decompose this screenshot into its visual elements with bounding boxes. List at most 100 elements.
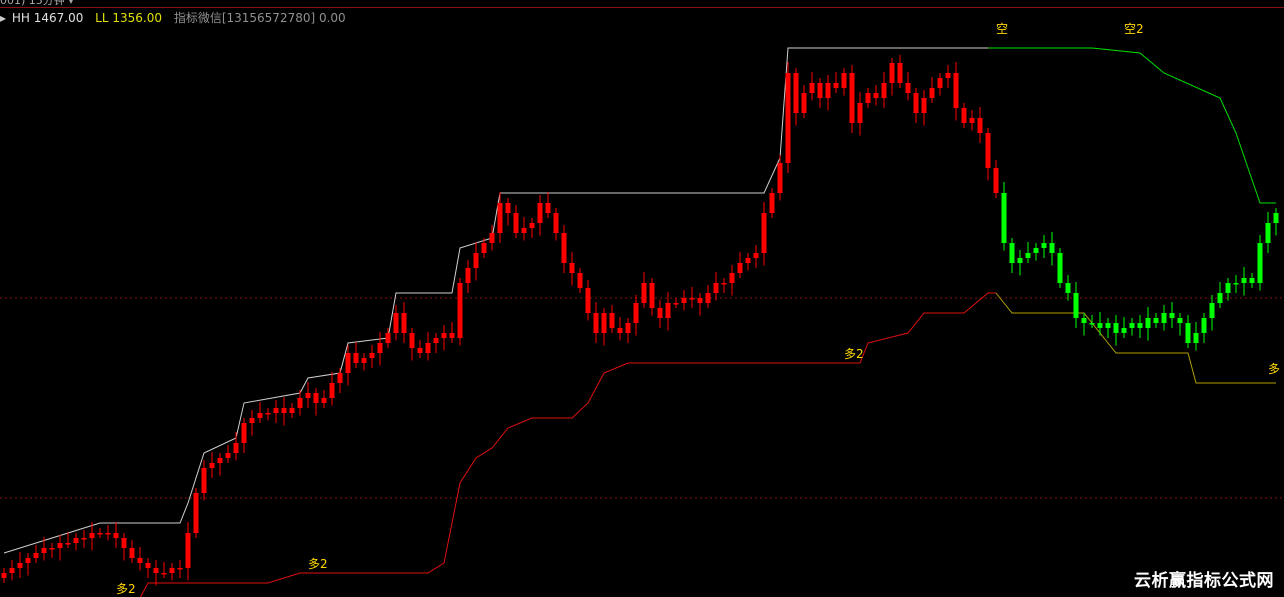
candle-body bbox=[857, 103, 863, 123]
candle-body bbox=[833, 83, 839, 88]
candle-body bbox=[1017, 258, 1023, 263]
candle-body bbox=[281, 408, 287, 413]
candle-body bbox=[161, 573, 167, 575]
candle-body bbox=[1273, 213, 1279, 223]
candle-body bbox=[1049, 243, 1055, 253]
candle-body bbox=[233, 443, 239, 453]
candle-body bbox=[793, 73, 799, 113]
candle-body bbox=[961, 108, 967, 123]
chart-title[interactable]: 001) 15分钟 ▾ bbox=[0, 0, 74, 7]
signal-label: 空 bbox=[996, 22, 1008, 36]
candle-body bbox=[129, 548, 135, 558]
candle-body bbox=[1129, 323, 1135, 328]
legend-hh: HH 1467.00 bbox=[11, 11, 84, 25]
candle-body bbox=[113, 533, 119, 538]
candle-body bbox=[81, 538, 87, 540]
candle-body bbox=[9, 568, 15, 573]
candle-body bbox=[433, 338, 439, 343]
candle-body bbox=[1265, 223, 1271, 243]
candle-body bbox=[993, 168, 999, 193]
candle-body bbox=[1105, 323, 1111, 328]
candle-body bbox=[1249, 278, 1255, 283]
candle-body bbox=[1193, 333, 1199, 343]
candle-body bbox=[73, 538, 79, 543]
candle-body bbox=[657, 308, 663, 318]
candle-body bbox=[441, 333, 447, 338]
candle-body bbox=[769, 193, 775, 213]
candle-body bbox=[689, 298, 695, 300]
signal-label: 多2 bbox=[844, 347, 864, 361]
candle-body bbox=[1081, 318, 1087, 323]
candle-body bbox=[785, 73, 791, 163]
candle-body bbox=[825, 83, 831, 98]
candle-body bbox=[65, 543, 71, 545]
candle-body bbox=[777, 163, 783, 193]
candle-body bbox=[1185, 323, 1191, 343]
candle-body bbox=[1137, 323, 1143, 328]
candle-body bbox=[217, 458, 223, 463]
candle-body bbox=[257, 413, 263, 418]
candle-body bbox=[529, 223, 535, 228]
candle-body bbox=[57, 543, 63, 548]
candle-body bbox=[1201, 318, 1207, 333]
candle-body bbox=[521, 228, 527, 233]
candle-body bbox=[1073, 293, 1079, 318]
candle-body bbox=[905, 83, 911, 93]
candle-body bbox=[617, 328, 623, 333]
candle-body bbox=[297, 398, 303, 408]
candle-body bbox=[713, 283, 719, 293]
candle-body bbox=[377, 343, 383, 353]
candle-body bbox=[945, 73, 951, 78]
candle-body bbox=[337, 373, 343, 383]
candle-body bbox=[1033, 248, 1039, 253]
candle-body bbox=[817, 83, 823, 98]
indicator-legend: ▸ HH 1467.00 LL 1356.00 指标微信[13156572780… bbox=[0, 9, 354, 26]
candle-body bbox=[985, 133, 991, 168]
candle-body bbox=[1257, 243, 1263, 283]
candle-body bbox=[201, 468, 207, 493]
signal-label: 多2 bbox=[116, 582, 136, 596]
candle-body bbox=[745, 258, 751, 263]
candle-body bbox=[33, 553, 39, 558]
candle-body bbox=[385, 333, 391, 343]
candle-body bbox=[881, 83, 887, 98]
candle-body bbox=[41, 548, 47, 553]
candle-body bbox=[185, 533, 191, 568]
candle-body bbox=[697, 298, 703, 303]
candle-body bbox=[1057, 253, 1063, 283]
candle-body bbox=[553, 213, 559, 233]
candle-body bbox=[393, 313, 399, 333]
lower-band-line bbox=[139, 292, 996, 597]
candle-body bbox=[913, 93, 919, 113]
candle-body bbox=[137, 558, 143, 563]
candle-body bbox=[537, 203, 543, 223]
candle-body bbox=[729, 273, 735, 283]
candle-body bbox=[457, 283, 463, 338]
candle-body bbox=[401, 313, 407, 333]
upper-band-line bbox=[3, 47, 988, 554]
candle-body bbox=[345, 353, 351, 373]
candle-body bbox=[649, 283, 655, 308]
candle-body bbox=[473, 253, 479, 268]
candle-body bbox=[409, 333, 415, 348]
candle-body bbox=[897, 63, 903, 83]
candle-body bbox=[97, 533, 103, 535]
signal-label: 空2 bbox=[1124, 22, 1144, 36]
candle-body bbox=[289, 408, 295, 413]
candle-body bbox=[265, 413, 271, 415]
candle-body bbox=[369, 353, 375, 358]
signal-label: 多 bbox=[1268, 362, 1280, 376]
signal-label: 多2 bbox=[308, 557, 328, 571]
candle-body bbox=[273, 408, 279, 413]
candle-body bbox=[25, 558, 31, 563]
candle-body bbox=[1025, 253, 1031, 258]
candle-body bbox=[873, 93, 879, 98]
candle-body bbox=[1225, 283, 1231, 293]
candle-body bbox=[1217, 293, 1223, 303]
candle-body bbox=[1145, 318, 1151, 328]
candle-body bbox=[169, 568, 175, 573]
candle-body bbox=[809, 83, 815, 93]
candle-body bbox=[721, 283, 727, 285]
top-divider bbox=[0, 7, 1284, 8]
